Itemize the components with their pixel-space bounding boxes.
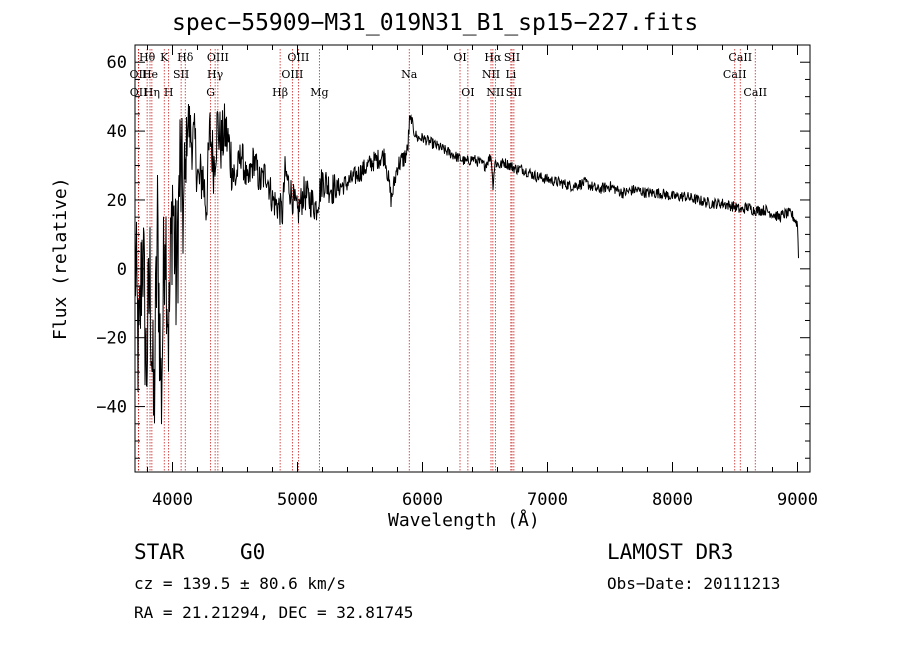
spectral-line-label: Hγ (207, 68, 224, 81)
spectral-line-label: NII (486, 86, 504, 99)
spectral-line-label: He (142, 68, 158, 81)
spectral-line-label: OIII (287, 51, 309, 64)
y-tick-label: 20 (107, 191, 127, 211)
spectral-line-label: OII (130, 86, 148, 99)
redshift-label: cz = 139.5 ± 80.6 km/s (134, 574, 346, 593)
spectral-line-label: G (206, 86, 215, 99)
spectral-line-label: Hδ (177, 51, 194, 64)
spectral-line-label: H (164, 86, 174, 99)
spectral-line-label: CaII (723, 68, 747, 81)
spectral-line-label: OI (453, 51, 466, 64)
x-axis-label: Wavelength (Å) (388, 510, 540, 531)
spectral-line-label: CaII (728, 51, 752, 64)
spectral-line-label: Hθ (139, 51, 156, 64)
x-tick-label: 8000 (652, 490, 693, 510)
spectral-line-label: CaII (743, 86, 767, 99)
spectral-line-label: Hα (484, 51, 502, 64)
spectral-line-label: Hβ (272, 86, 288, 99)
spectral-line-label: OIII (281, 68, 303, 81)
spectral-line-label: K (160, 51, 169, 64)
x-tick-label: 5000 (277, 490, 318, 510)
spectral-line-label: Mg (310, 86, 328, 99)
spectrum-line (134, 103, 799, 425)
coordinates-label: RA = 21.21294, DEC = 32.81745 (134, 603, 414, 622)
chart-title: spec−55909−M31_019N31_B1_sp15−227.fits (172, 10, 699, 36)
spectral-line-label: Li (505, 68, 516, 81)
survey-label: LAMOST DR3 (607, 540, 734, 564)
x-tick-label: 6000 (402, 490, 443, 510)
spectral-line-label: NII (482, 68, 500, 81)
obs-date-label: Obs−Date: 20111213 (607, 574, 781, 593)
spectral-line-label: SII (504, 51, 520, 64)
spectral-line-label: OIII (207, 51, 229, 64)
x-tick-label: 7000 (527, 490, 568, 510)
x-tick-label: 9000 (777, 490, 818, 510)
spectral-line-label: SII (506, 86, 522, 99)
y-tick-label: 40 (107, 122, 127, 142)
spectral-line-label: Na (401, 68, 418, 81)
y-tick-label: −40 (96, 398, 127, 418)
class-label: STAR (134, 540, 185, 564)
y-axis-label: Flux (relative) (50, 177, 71, 340)
subclass-label: G0 (240, 540, 266, 564)
spectral-line-label: OI (461, 86, 474, 99)
y-tick-label: 0 (117, 260, 127, 280)
x-tick-label: 4000 (152, 490, 193, 510)
plot-frame (134, 44, 811, 473)
spectral-line-label: OII (130, 68, 148, 81)
y-tick-label: −20 (96, 329, 127, 349)
spectral-line-label: Hη (144, 86, 160, 99)
y-tick-label: 60 (107, 53, 127, 73)
spectral-line-label: SII (173, 68, 189, 81)
